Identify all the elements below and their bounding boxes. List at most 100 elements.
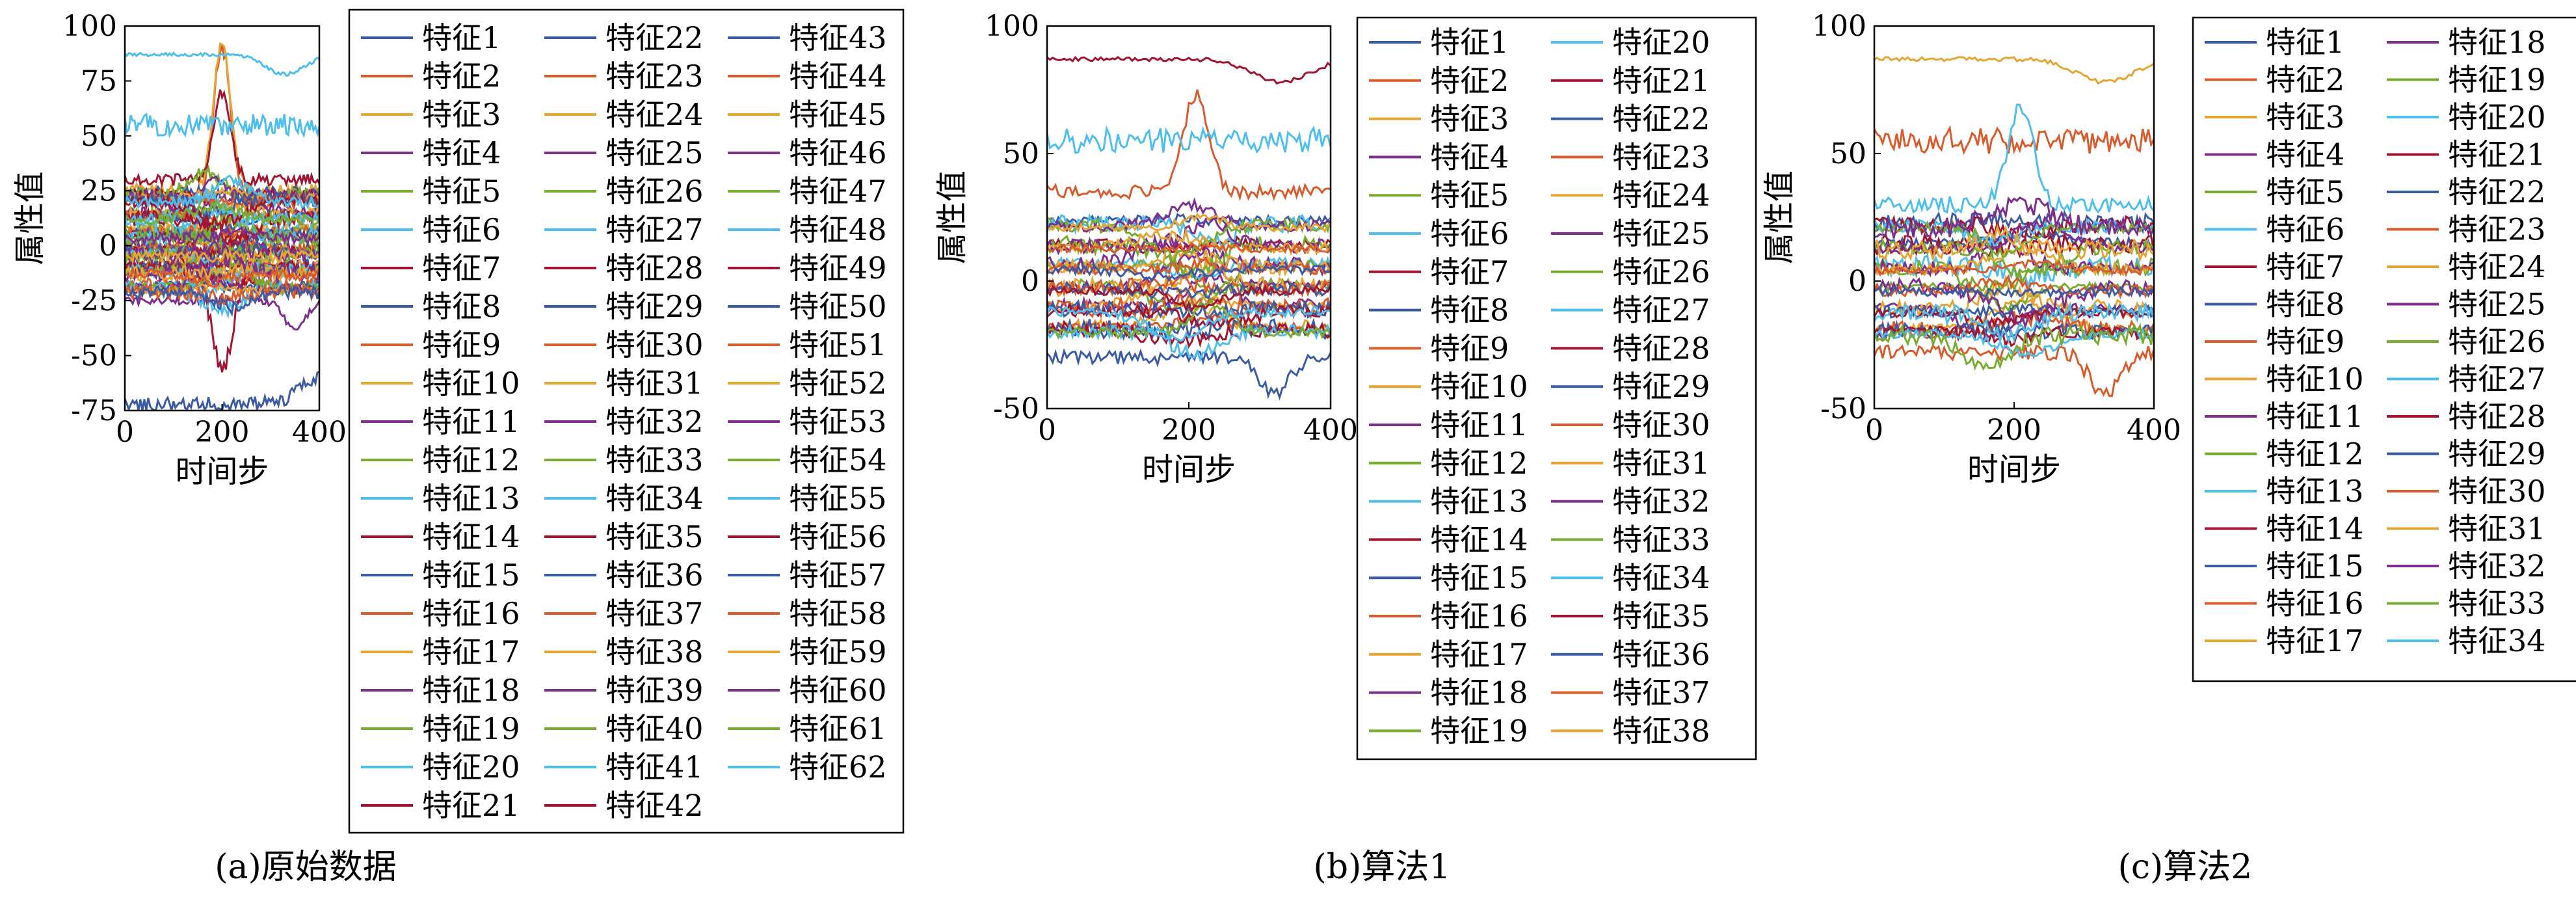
y-tick-label: -50 bbox=[993, 392, 1039, 425]
legend-entry: 特征60 bbox=[789, 673, 887, 708]
legend-entry: 特征11 bbox=[422, 404, 520, 439]
series-line-35 bbox=[1047, 284, 1331, 314]
y-tick-label: 0 bbox=[99, 230, 117, 263]
legend-entry: 特征58 bbox=[789, 596, 887, 631]
legend-entry: 特征28 bbox=[2448, 399, 2546, 434]
legend-entry: 特征10 bbox=[1430, 369, 1528, 404]
legend-entry: 特征32 bbox=[2448, 548, 2546, 584]
y-tick-label: 75 bbox=[81, 64, 117, 98]
series-line-12 bbox=[1874, 257, 2154, 297]
y-tick-label: -75 bbox=[71, 394, 117, 427]
legend-frame bbox=[348, 8, 905, 834]
series-line-58 bbox=[125, 266, 319, 288]
subfigure-caption: (a)原始数据 bbox=[215, 848, 397, 887]
legend-entry: 特征46 bbox=[789, 135, 887, 170]
legend-entry: 特征26 bbox=[1612, 254, 1710, 290]
legend-entry: 特征13 bbox=[2266, 474, 2364, 509]
legend-entry: 特征34 bbox=[1612, 560, 1710, 595]
series-line-33 bbox=[1047, 297, 1331, 340]
legend-entry: 特征8 bbox=[422, 289, 501, 324]
legend-entry: 特征29 bbox=[2448, 437, 2546, 472]
legend-entry: 特征15 bbox=[422, 558, 520, 593]
series-line-13 bbox=[1874, 103, 2154, 215]
legend-entry: 特征28 bbox=[1612, 330, 1710, 366]
x-tick-label: 400 bbox=[292, 416, 347, 449]
series-line-37 bbox=[1047, 241, 1331, 254]
y-axis-label: 属性值 bbox=[1761, 170, 1798, 264]
series-line-13 bbox=[1047, 125, 1331, 154]
legend-entry: 特征35 bbox=[1612, 599, 1710, 634]
series-line-17 bbox=[1047, 260, 1331, 299]
legend-entry: 特征21 bbox=[422, 788, 520, 823]
legend-entry: 特征3 bbox=[422, 97, 501, 132]
legend-entry: 特征19 bbox=[1430, 713, 1528, 748]
y-tick-label: 100 bbox=[1812, 10, 1866, 43]
legend-entry: 特征24 bbox=[1612, 178, 1710, 213]
legend-entry: 特征2 bbox=[422, 59, 501, 94]
legend-entry: 特征28 bbox=[605, 250, 704, 286]
y-tick-label: 50 bbox=[1830, 137, 1866, 170]
legend-entry: 特征53 bbox=[789, 404, 887, 439]
legend-entry: 特征17 bbox=[1430, 637, 1528, 672]
legend-entry: 特征18 bbox=[2448, 25, 2546, 60]
y-tick-label: 0 bbox=[1848, 265, 1866, 298]
legend-entry: 特征45 bbox=[789, 97, 887, 132]
legend-entry: 特征9 bbox=[1430, 330, 1509, 366]
legend-entry: 特征42 bbox=[605, 788, 704, 823]
series-line-36 bbox=[1047, 264, 1331, 283]
series-line-1 bbox=[1047, 347, 1331, 401]
series-line-7 bbox=[125, 89, 319, 189]
legend-entry: 特征27 bbox=[1612, 293, 1710, 328]
y-tick-label: 25 bbox=[81, 174, 117, 208]
x-tick-label: 400 bbox=[1303, 414, 1358, 447]
legend-frame bbox=[2192, 16, 2576, 682]
legend-entry: 特征59 bbox=[789, 634, 887, 669]
legend-entry: 特征12 bbox=[2266, 437, 2364, 472]
series-line-34 bbox=[1047, 305, 1331, 343]
legend-entry: 特征31 bbox=[1612, 446, 1710, 481]
legend-entry: 特征33 bbox=[2448, 586, 2546, 621]
x-axis-label: 时间步 bbox=[1142, 452, 1236, 488]
chart-3: 0 200 400-50050100时间步属性值(c)算法2特征1特征2特征3特征4… bbox=[1761, 10, 2576, 887]
legend-entry: 特征34 bbox=[2448, 623, 2546, 658]
y-axis-label: 属性值 bbox=[934, 170, 970, 264]
legend-entry: 特征4 bbox=[1430, 139, 1509, 174]
legend-entry: 特征22 bbox=[605, 20, 704, 55]
legend-entry: 特征24 bbox=[2448, 249, 2546, 284]
legend-entry: 特征2 bbox=[1430, 63, 1509, 98]
legend-entry: 特征18 bbox=[422, 673, 520, 708]
x-axis-label: 时间步 bbox=[175, 453, 269, 490]
subfigure-caption: (b)算法1 bbox=[1314, 848, 1451, 887]
x-tick-label: 0 bbox=[116, 416, 134, 449]
legend-entry: 特征29 bbox=[605, 289, 704, 324]
legend-entry: 特征52 bbox=[789, 366, 887, 401]
legend-entry: 特征15 bbox=[1430, 560, 1528, 595]
legend-entry: 特征13 bbox=[422, 481, 520, 516]
y-tick-label: 100 bbox=[62, 10, 117, 43]
y-tick-label: 0 bbox=[1021, 265, 1039, 298]
legend-entry: 特征25 bbox=[605, 135, 704, 170]
legend-entry: 特征44 bbox=[789, 59, 887, 94]
legend-entry: 特征14 bbox=[1430, 522, 1528, 557]
series-line-17 bbox=[1874, 55, 2154, 85]
legend-entry: 特征36 bbox=[1612, 637, 1710, 672]
series-line-20 bbox=[1874, 217, 2154, 250]
series-line-13 bbox=[125, 112, 319, 139]
legend-entry: 特征21 bbox=[2448, 137, 2546, 172]
legend-entry: 特征17 bbox=[422, 634, 520, 669]
legend: 特征1特征2特征3特征4特征5特征6特征7特征8特征9特征10特征11特征12特… bbox=[348, 8, 905, 834]
legend-entry: 特征32 bbox=[605, 404, 704, 439]
legend-entry: 特征48 bbox=[789, 212, 887, 247]
legend-entry: 特征30 bbox=[605, 327, 704, 362]
legend-entry: 特征36 bbox=[605, 558, 704, 593]
legend-entry: 特征35 bbox=[605, 519, 704, 554]
series-line-32 bbox=[1874, 196, 2154, 239]
legend-entry: 特征8 bbox=[2266, 287, 2344, 322]
legend-entry: 特征20 bbox=[2448, 100, 2546, 135]
series-line-2 bbox=[1047, 89, 1331, 202]
legend-entry: 特征25 bbox=[1612, 216, 1710, 251]
legend-entry: 特征12 bbox=[1430, 446, 1528, 481]
legend-entry: 特征57 bbox=[789, 558, 887, 593]
series-line-29 bbox=[1874, 284, 2154, 299]
legend-entry: 特征23 bbox=[2448, 212, 2546, 247]
